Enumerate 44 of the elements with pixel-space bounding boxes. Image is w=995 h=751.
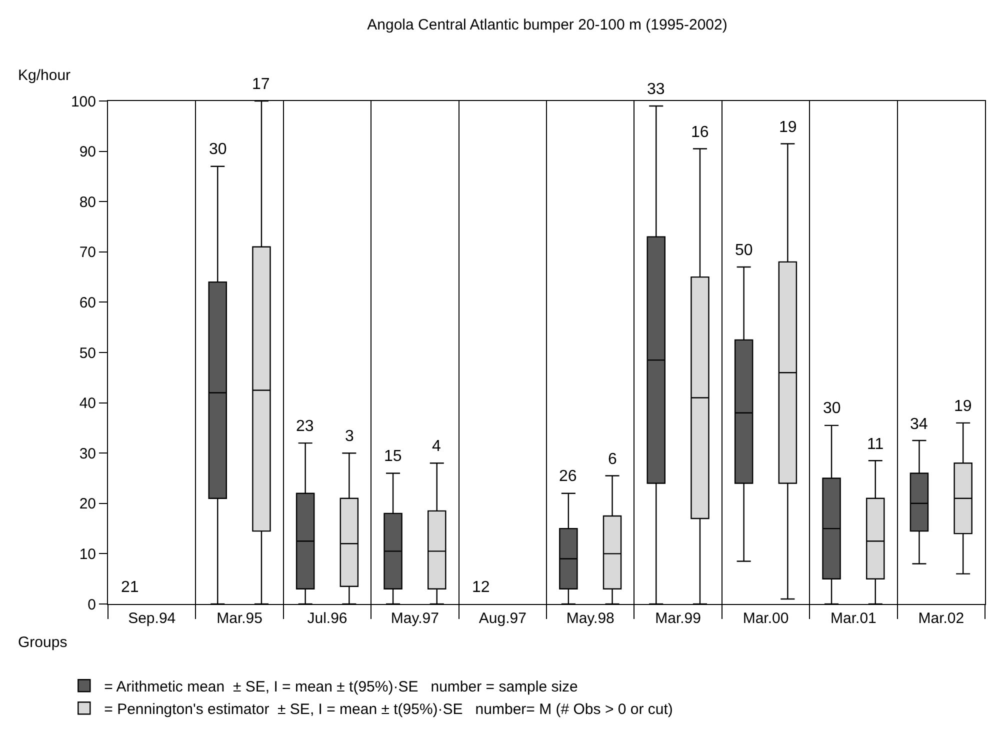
x-tick-label: May.98 <box>566 610 614 627</box>
text: 34 <box>910 416 928 433</box>
text: 50 <box>735 242 753 259</box>
y-tick-label: 60 <box>79 294 96 312</box>
y-tick-label: 10 <box>79 546 96 563</box>
text: 17 <box>252 76 270 93</box>
x-tick-label: Mar.95 <box>216 610 262 627</box>
text: 33 <box>647 81 665 98</box>
x-tick-label: Mar.02 <box>918 610 964 627</box>
y-axis-title: Kg/hour <box>18 67 71 84</box>
text: 11 <box>867 436 884 453</box>
x-tick-label: Aug.97 <box>478 610 526 627</box>
text: 19 <box>779 119 797 136</box>
text: 26 <box>559 468 577 485</box>
legend-label: = Arithmetic mean ± SE, I = mean ± t(95%)·SE number = sample size <box>104 678 578 696</box>
text: 4 <box>432 438 441 455</box>
x-tick-label: Mar.00 <box>742 610 789 627</box>
y-tick-label: 40 <box>79 395 96 412</box>
y-tick-label: 50 <box>79 344 96 362</box>
y-tick-label: 30 <box>79 445 96 462</box>
x-tick-label: Mar.01 <box>830 610 876 627</box>
y-tick-label: 20 <box>79 496 96 513</box>
text: 15 <box>384 448 402 465</box>
text: 12 <box>472 579 490 596</box>
y-tick-label: 90 <box>79 144 96 161</box>
text: 6 <box>608 451 617 468</box>
chart-title: Angola Central Atlantic bumper 20-100 m (1995-2002) <box>367 16 728 34</box>
legend-label: = Pennington's estimator ± SE, I = mean ± t(95%)·SE number= M (# Obs > 0 or cut) <box>104 700 673 718</box>
x-tick-label: Mar.99 <box>655 610 701 627</box>
x-axis-title: Groups <box>18 634 68 651</box>
text: 16 <box>691 124 709 141</box>
x-tick-label: Jul.96 <box>307 610 348 627</box>
text: 19 <box>954 398 972 415</box>
y-tick-label: 0 <box>88 596 96 614</box>
y-tick-label: 70 <box>79 244 96 262</box>
text: 30 <box>209 141 227 158</box>
text: 21 <box>121 579 139 596</box>
text: 23 <box>296 418 314 435</box>
text: 30 <box>823 400 841 417</box>
y-tick-label: 80 <box>79 194 96 211</box>
x-tick-label: Sep.94 <box>128 610 176 627</box>
x-tick-label: May.97 <box>390 610 439 627</box>
y-tick-label: 100 <box>70 93 96 110</box>
text: 3 <box>345 428 354 445</box>
